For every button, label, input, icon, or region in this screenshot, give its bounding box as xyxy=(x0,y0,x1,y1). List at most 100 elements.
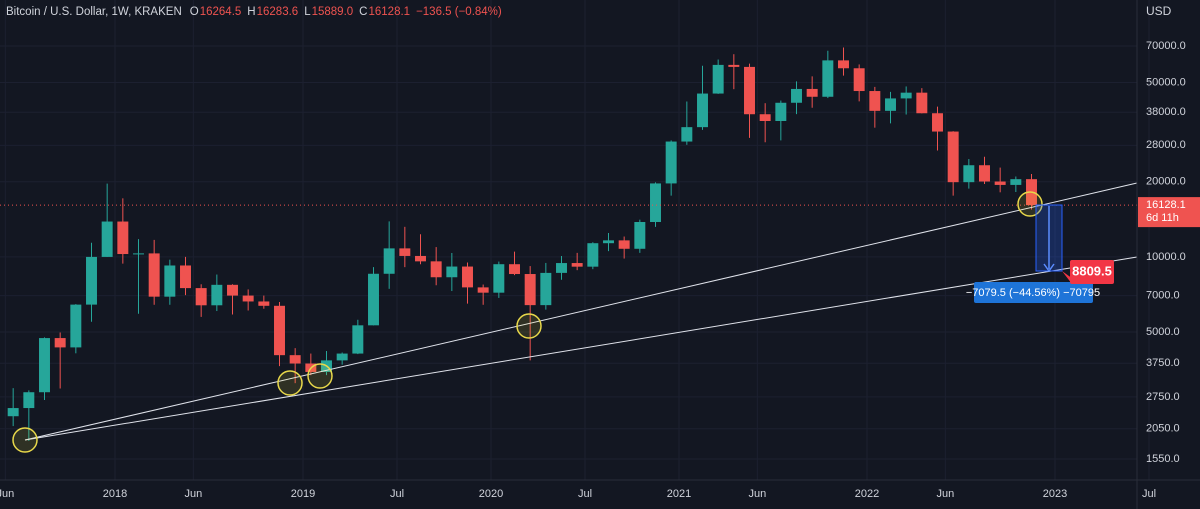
last-price-label: 16128.1 xyxy=(1146,199,1186,211)
candle-body xyxy=(853,68,865,92)
x-tick-label: 2021 xyxy=(667,488,691,500)
candle-body xyxy=(227,284,238,296)
candle-body xyxy=(979,165,990,182)
candle-body xyxy=(869,91,881,111)
candle-body xyxy=(838,60,849,69)
x-tick-label: Jun xyxy=(936,488,954,500)
candle-body xyxy=(665,141,677,184)
x-tick-label: Jul xyxy=(390,488,404,500)
y-tick-label: 2050.0 xyxy=(1146,423,1180,435)
candle-body xyxy=(822,60,834,97)
candle-body xyxy=(133,253,144,255)
candle-body xyxy=(900,92,912,99)
candle-body xyxy=(117,221,129,255)
candle-body xyxy=(791,88,802,103)
candle-body xyxy=(681,127,693,142)
candle-body xyxy=(462,266,473,288)
callout-label: 8809.5 xyxy=(1072,263,1112,278)
candle-body xyxy=(195,288,207,306)
symbol-title: Bitcoin / U.S. Dollar, 1W, KRAKEN xyxy=(6,6,182,18)
measure-label: −7079.5 (−44.56%) −70795 xyxy=(966,287,1100,299)
y-tick-label: 10000.0 xyxy=(1146,251,1186,263)
measure-arrow-head xyxy=(1043,263,1055,273)
candle-body xyxy=(211,284,223,306)
measure-label-box xyxy=(974,282,1093,303)
candle-body xyxy=(540,272,552,306)
y-tick-label: 50000.0 xyxy=(1146,76,1186,88)
legend-change: −136.5 (−0.84%) xyxy=(416,6,502,18)
candle-body xyxy=(289,355,301,364)
y-tick-label: 5000.0 xyxy=(1146,326,1180,338)
candle-body xyxy=(587,243,599,267)
plot-area xyxy=(0,0,1150,480)
candle-body xyxy=(524,274,536,306)
candle-body xyxy=(274,305,285,356)
candle-body xyxy=(446,266,458,278)
y-tick-label: 2750.0 xyxy=(1146,391,1180,403)
candle-body xyxy=(571,263,583,267)
candle-body xyxy=(650,183,661,223)
circle xyxy=(277,370,303,396)
y-tick-label: 28000.0 xyxy=(1146,139,1186,151)
circle xyxy=(307,363,333,389)
x-tick-label: Jun xyxy=(748,488,766,500)
candle-body xyxy=(634,222,646,249)
candle-body xyxy=(556,263,567,273)
candle-body xyxy=(399,248,411,256)
y-tick-label: 3750.0 xyxy=(1146,357,1180,369)
legend-key: L xyxy=(304,6,311,18)
candle-body xyxy=(775,102,787,122)
candle-body xyxy=(23,392,35,409)
x-tick-label: Jul xyxy=(578,488,592,500)
legend-key: H xyxy=(247,6,255,18)
y-tick-label: 1550.0 xyxy=(1146,453,1180,465)
candle-body xyxy=(806,88,818,97)
header: Bitcoin / U.S. Dollar, 1W, KRAKEN O 16264… xyxy=(6,6,502,18)
candle-body xyxy=(759,114,771,122)
candle-body xyxy=(697,93,708,128)
candle-body xyxy=(885,98,896,111)
candle-body xyxy=(1010,179,1022,185)
x-tick-label: 2019 xyxy=(291,488,315,500)
x-tick-label: 2022 xyxy=(855,488,879,500)
candle-body xyxy=(101,221,113,257)
candle-body xyxy=(430,261,442,278)
x-tick-label: Jul xyxy=(1142,488,1156,500)
legend-value: 16283.6 xyxy=(257,6,299,18)
candle-body xyxy=(932,113,943,132)
y-tick-label: 7000.0 xyxy=(1146,289,1180,301)
candle-body xyxy=(712,64,724,94)
countdown-label: 6d 11h xyxy=(1146,212,1179,224)
legend-key: C xyxy=(359,6,367,18)
candle-body xyxy=(744,66,755,115)
y-tick-label: 38000.0 xyxy=(1146,106,1186,118)
x-tick-label: 2018 xyxy=(103,488,127,500)
candle-body xyxy=(39,338,50,393)
currency-label: USD xyxy=(1146,4,1172,18)
candle-body xyxy=(70,304,82,348)
legend-value: 15889.0 xyxy=(312,6,354,18)
x-tick-label: 2023 xyxy=(1043,488,1067,500)
trend-line xyxy=(24,182,1138,441)
candle-body xyxy=(7,408,19,417)
candle-body xyxy=(54,338,66,348)
legend-value: 16264.5 xyxy=(200,6,242,18)
y-tick-label: 20000.0 xyxy=(1146,176,1186,188)
trend-line xyxy=(24,256,1138,441)
candle-body xyxy=(994,181,1006,185)
candle-body xyxy=(352,325,364,354)
candle-body xyxy=(180,265,191,289)
legend-key: O xyxy=(190,6,199,18)
candle-body xyxy=(477,287,489,293)
x-tick-label: 2020 xyxy=(479,488,503,500)
candle-body xyxy=(618,240,630,249)
candle-body xyxy=(336,353,348,361)
candle-body xyxy=(916,92,928,114)
y-tick-label: 70000.0 xyxy=(1146,40,1186,52)
candle-body xyxy=(258,301,270,306)
candle-body xyxy=(368,273,379,326)
candle-body xyxy=(415,255,426,262)
